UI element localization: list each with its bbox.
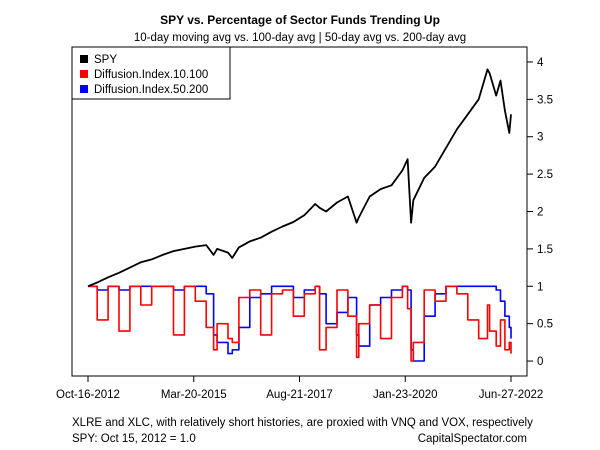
footnote-base: SPY: Oct 15, 2012 = 1.0 [72, 433, 196, 445]
y-axis: 0 0.5 1 1.5 2 2.5 3 3.5 4 [527, 57, 553, 368]
footnote-proxy: XLRE and XLC, with relatively short hist… [72, 417, 533, 429]
y-tick-label: 2.5 [537, 169, 553, 181]
y-tick-label: 3.5 [537, 94, 553, 106]
chart-subtitle: 10-day moving avg vs. 100-day avg | 50-d… [134, 32, 466, 44]
legend-label-diffusion-50-200: Diffusion.Index.50.200 [94, 84, 208, 96]
x-tick-label: Mar-20-2015 [161, 389, 227, 401]
legend-label-diffusion-10-100: Diffusion.Index.10.100 [94, 69, 208, 81]
x-tick-label: Aug-21-2017 [266, 389, 333, 401]
series-line-spy [87, 68, 512, 288]
y-tick-label: 2 [537, 207, 543, 219]
x-tick-label: Jan-23-2020 [373, 389, 438, 401]
x-axis: Oct-16-2012 Mar-20-2015 Aug-21-2017 Jan-23-… [56, 376, 543, 401]
x-tick-label: Jun-27-2022 [479, 389, 544, 401]
y-tick-label: 0.5 [537, 319, 553, 331]
y-tick-label: 3 [537, 132, 543, 144]
legend-box [71, 46, 231, 100]
legend: SPY Diffusion.Index.10.100 Diffusion.Ind… [71, 46, 231, 100]
y-tick-label: 0 [537, 356, 543, 368]
series-group [87, 68, 512, 362]
chart-title: SPY vs. Percentage of Sector Funds Trend… [160, 13, 440, 27]
series-line-diffusion-index-10-100 [88, 285, 512, 362]
x-tick-label: Oct-16-2012 [56, 389, 120, 401]
y-tick-label: 4 [537, 57, 544, 69]
legend-swatch-diffusion-50-200 [80, 85, 88, 93]
y-tick-label: 1.5 [537, 244, 553, 256]
legend-swatch-diffusion-10-100 [80, 70, 88, 78]
legend-swatch-spy [80, 55, 88, 63]
legend-label-spy: SPY [94, 54, 117, 66]
y-tick-label: 1 [537, 281, 543, 293]
footnote-source: CapitalSpectator.com [418, 433, 527, 445]
